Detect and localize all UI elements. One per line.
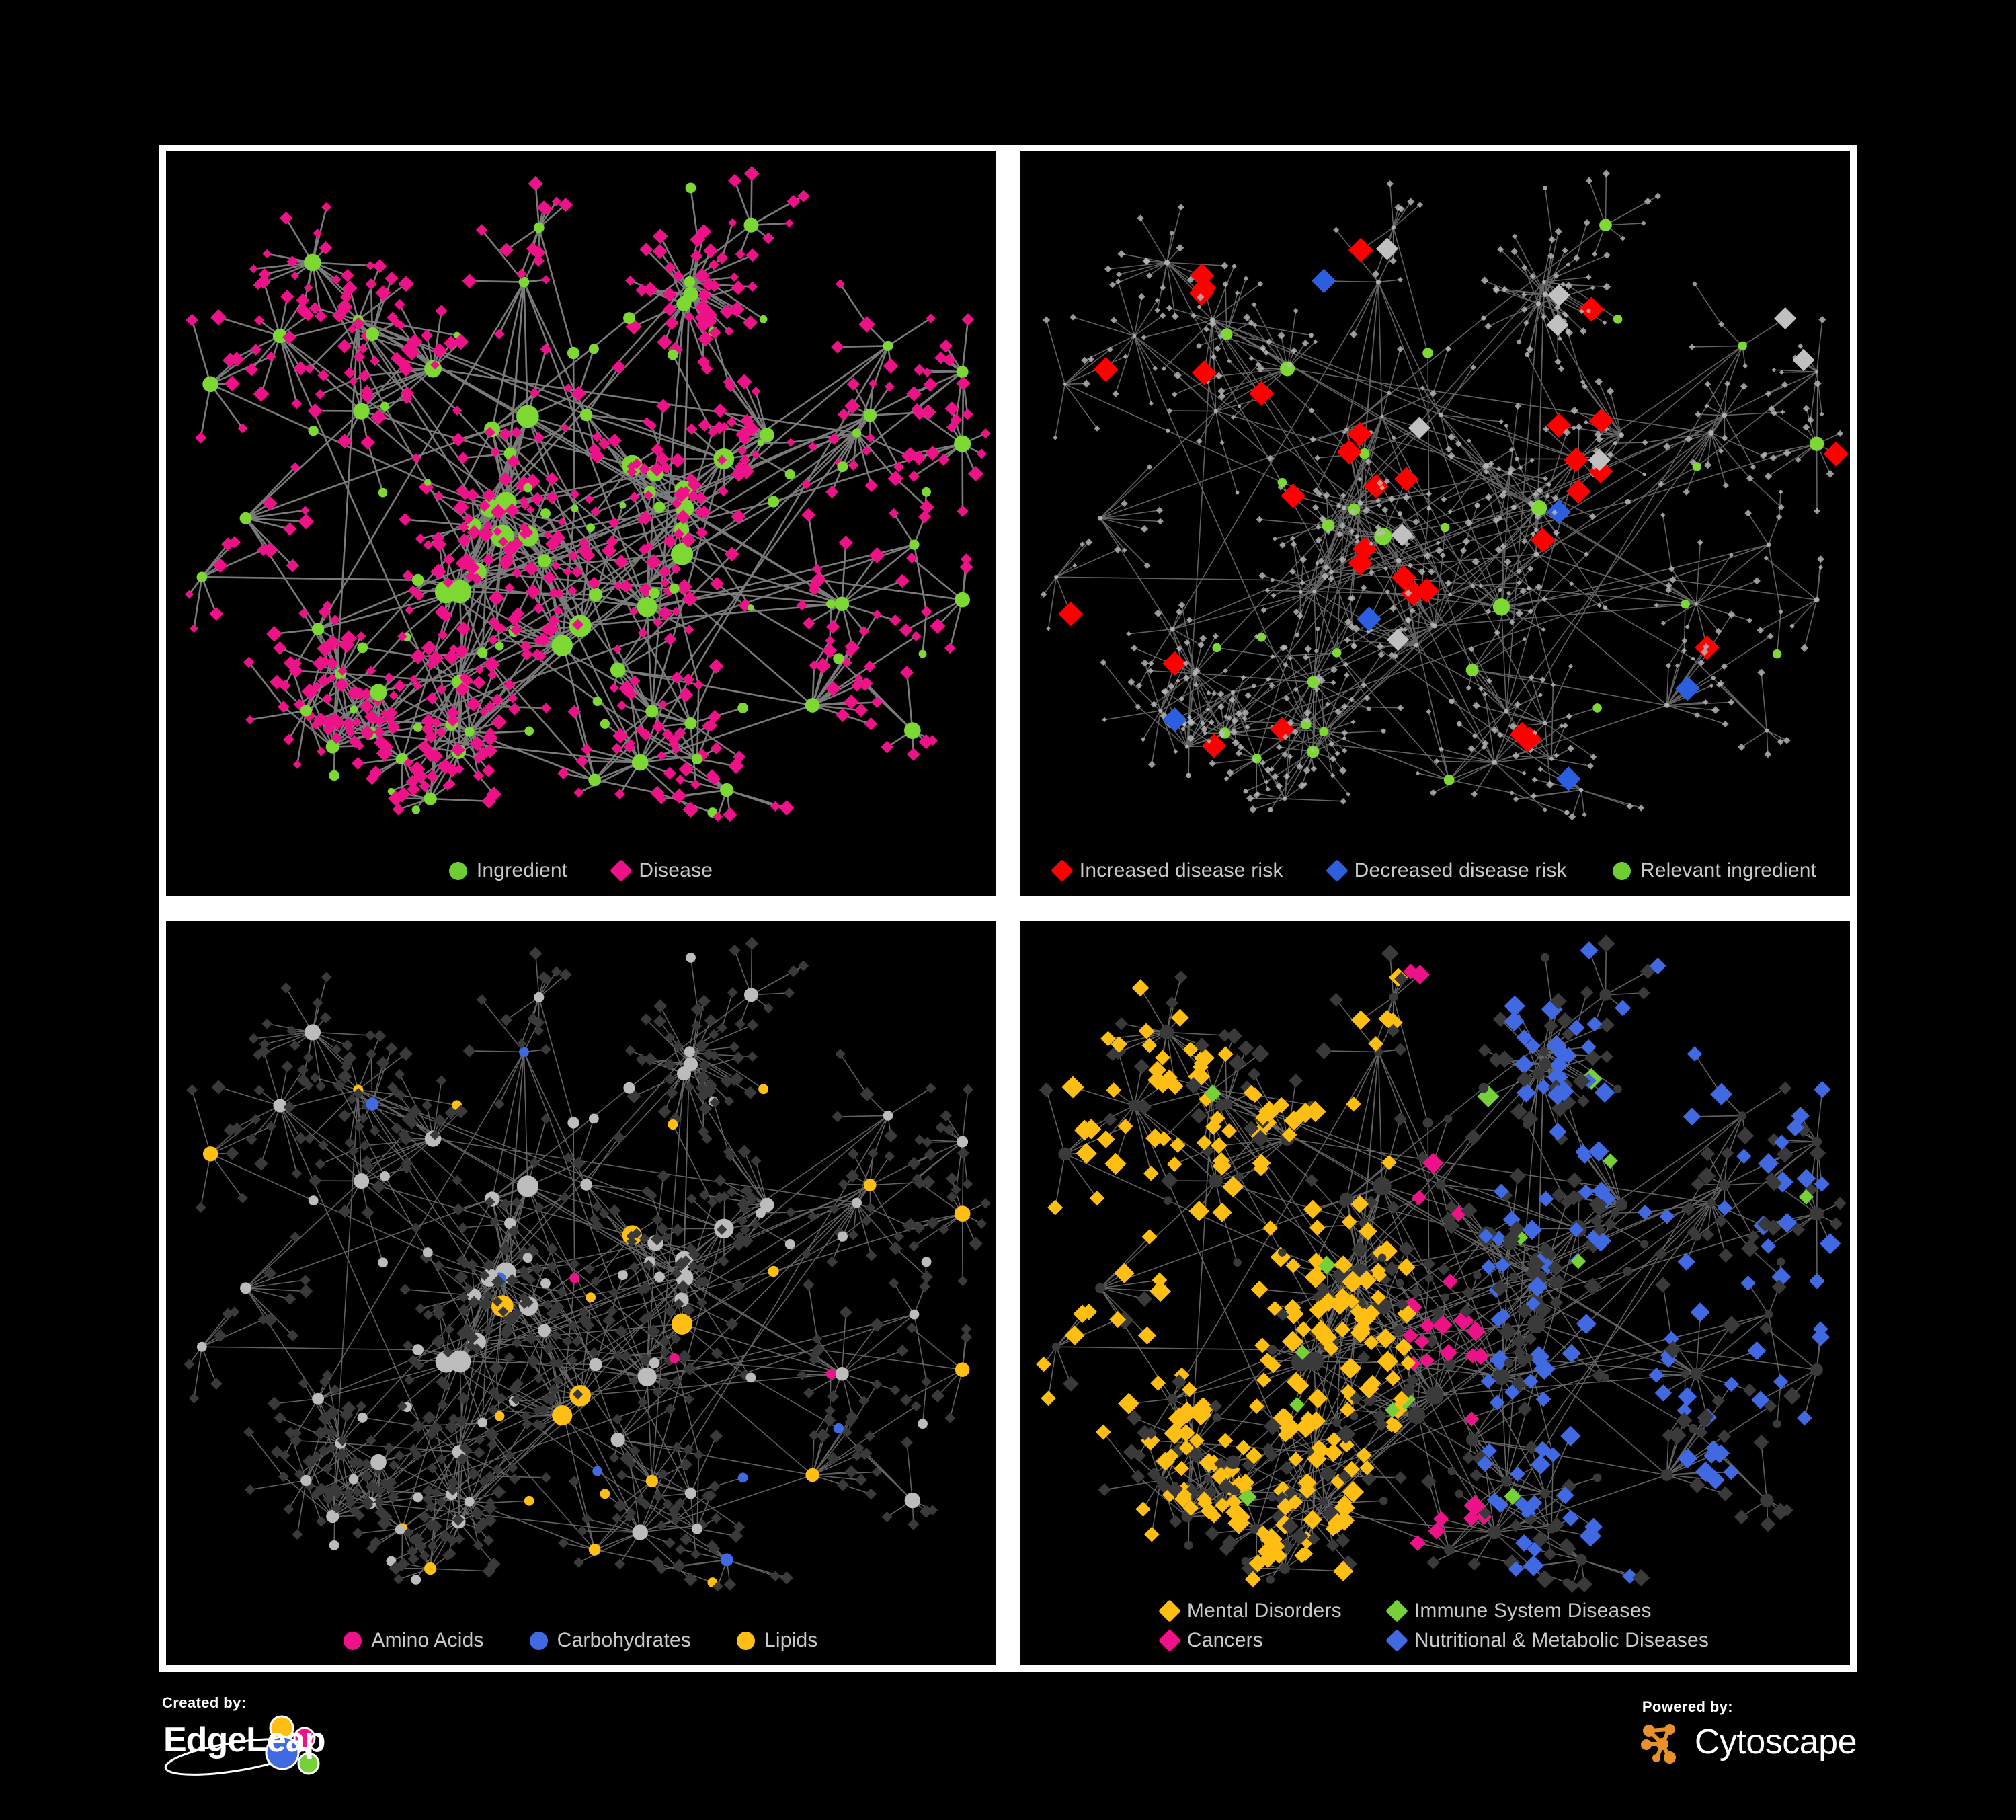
powered-by-branding: Powered by:: [1640, 1698, 1857, 1764]
network-canvas-1[interactable]: [166, 151, 996, 896]
decreased-risk-marker-icon: [1325, 859, 1348, 882]
lipids-marker-icon: [737, 1631, 756, 1650]
panel-nutrient-class[interactable]: Amino Acids Carbohydrates Lipids: [159, 914, 1002, 1672]
cancers-marker-icon: [1158, 1629, 1181, 1652]
legend-item-metabolic-diseases[interactable]: Nutritional & Metabolic Diseases: [1385, 1629, 1709, 1652]
figure-footer: Created by: EdgeLeap Powered by:: [159, 1688, 1857, 1815]
legend-label-amino-acids: Amino Acids: [371, 1629, 484, 1651]
legend-panel-1: Ingredient Disease: [166, 859, 996, 882]
legend-label-metabolic-diseases: Nutritional & Metabolic Diseases: [1414, 1629, 1709, 1651]
legend-label-increased-risk: Increased disease risk: [1079, 859, 1283, 881]
legend-item-mental-disorders[interactable]: Mental Disorders: [1158, 1599, 1342, 1622]
legend-item-ingredient[interactable]: Ingredient: [448, 859, 568, 881]
cytoscape-logo[interactable]: Cytoscape: [1640, 1720, 1857, 1764]
legend-item-cancers[interactable]: Cancers: [1158, 1629, 1342, 1652]
legend-item-carbohydrates[interactable]: Carbohydrates: [529, 1629, 692, 1651]
panel-disease-category[interactable]: Mental Disorders Immune System Diseases …: [1014, 914, 1857, 1672]
legend-label-disease: Disease: [639, 859, 713, 881]
carbohydrates-marker-icon: [529, 1631, 548, 1650]
legend-label-lipids: Lipids: [764, 1629, 818, 1651]
network-canvas-4[interactable]: [1020, 921, 1850, 1665]
network-canvas-3[interactable]: [166, 921, 996, 1665]
legend-item-relevant-ingredient[interactable]: Relevant ingredient: [1612, 859, 1817, 881]
metabolic-diseases-marker-icon: [1385, 1629, 1408, 1652]
legend-label-relevant-ingredient: Relevant ingredient: [1640, 859, 1817, 881]
legend-item-increased-risk[interactable]: Increased disease risk: [1050, 859, 1283, 882]
legend-item-disease[interactable]: Disease: [610, 859, 713, 882]
cytoscape-wordmark: Cytoscape: [1694, 1723, 1857, 1762]
legend-panel-2: Increased disease risk Decreased disease…: [1020, 859, 1850, 882]
created-by-branding: Created by: EdgeLeap: [159, 1694, 361, 1776]
legend-item-immune-system-diseases[interactable]: Immune System Diseases: [1385, 1599, 1709, 1622]
amino-acids-marker-icon: [344, 1631, 362, 1650]
edgeleap-logo[interactable]: EdgeLeap: [159, 1714, 361, 1776]
legend-item-amino-acids[interactable]: Amino Acids: [344, 1630, 483, 1651]
panel-ingredient-disease[interactable]: Ingredient Disease: [159, 145, 1002, 902]
legend-label-cancers: Cancers: [1186, 1629, 1263, 1651]
immune-system-diseases-marker-icon: [1385, 1599, 1408, 1622]
legend-panel-3: Amino Acids Carbohydrates Lipids: [166, 1630, 996, 1651]
edgeleap-wordmark: EdgeLeap: [163, 1720, 325, 1759]
legend-label-carbohydrates: Carbohydrates: [557, 1629, 692, 1651]
created-by-label: Created by:: [162, 1694, 247, 1711]
ingredient-marker-icon: [448, 861, 467, 880]
cytoscape-graph-icon: [1640, 1724, 1676, 1764]
edgeleap-graph-icon: [164, 1715, 320, 1776]
legend-item-decreased-risk[interactable]: Decreased disease risk: [1325, 859, 1567, 882]
mental-disorders-marker-icon: [1158, 1599, 1181, 1622]
network-canvas-2[interactable]: [1020, 151, 1850, 896]
powered-by-label: Powered by:: [1642, 1698, 1734, 1715]
panel-grid: Ingredient Disease Increased disease ris…: [159, 145, 1857, 1672]
increased-risk-marker-icon: [1050, 859, 1074, 882]
legend-label-decreased-risk: Decreased disease risk: [1354, 859, 1567, 881]
legend-item-lipids[interactable]: Lipids: [737, 1630, 818, 1651]
relevant-ingredient-marker-icon: [1612, 861, 1631, 880]
legend-label-immune-system-diseases: Immune System Diseases: [1414, 1599, 1652, 1622]
legend-panel-4: Mental Disorders Immune System Diseases …: [1020, 1599, 1850, 1652]
legend-label-ingredient: Ingredient: [476, 859, 568, 881]
legend-label-mental-disorders: Mental Disorders: [1186, 1599, 1342, 1622]
disease-marker-icon: [610, 859, 633, 882]
panel-disease-risk[interactable]: Increased disease risk Decreased disease…: [1014, 145, 1857, 902]
